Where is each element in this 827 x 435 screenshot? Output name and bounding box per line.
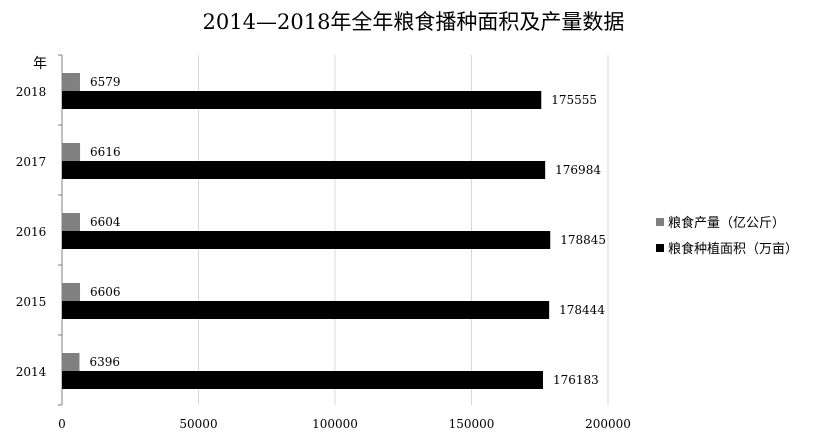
data-label: 6606 [90,285,121,299]
bar-planting-area [62,91,542,109]
data-label: 6579 [90,75,121,89]
category-label: 2014 [16,365,47,379]
category-label: 2015 [16,295,47,309]
category-label: 2017 [16,155,47,169]
x-tick-label: 50000 [179,417,217,431]
data-label: 178444 [559,303,605,317]
category-label: 2018 [16,85,47,99]
y-axis-unit-label: 年 [33,56,47,72]
category-label: 2016 [16,225,47,239]
data-label: 178845 [560,233,606,247]
bar-grain-output [62,143,81,161]
data-label: 175555 [551,93,597,107]
data-label: 6616 [90,145,121,159]
data-label: 6604 [90,215,121,229]
bar-grain-output [62,283,81,301]
x-tick-label: 0 [58,417,66,431]
x-tick-label: 200000 [585,417,631,431]
bar-grain-output [62,353,80,371]
x-tick-label: 100000 [312,417,358,431]
bar-grain-output [62,213,81,231]
bar-planting-area [62,161,546,179]
chart-title: 2014—2018年全年粮食播种面积及产量数据 [202,10,625,34]
data-label: 6396 [89,355,120,369]
legend-label: 粮食产量（亿公斤） [668,215,785,231]
bar-planting-area [62,231,551,249]
data-label: 176183 [553,373,599,387]
x-tick-label: 150000 [449,417,495,431]
legend-swatch [656,244,664,252]
bar-grain-output [62,73,80,91]
bar-planting-area [62,371,543,389]
bar-planting-area [62,301,550,319]
legend-label: 粮食种植面积（万亩） [668,241,798,257]
data-label: 176984 [555,163,601,177]
legend-swatch [656,218,664,226]
